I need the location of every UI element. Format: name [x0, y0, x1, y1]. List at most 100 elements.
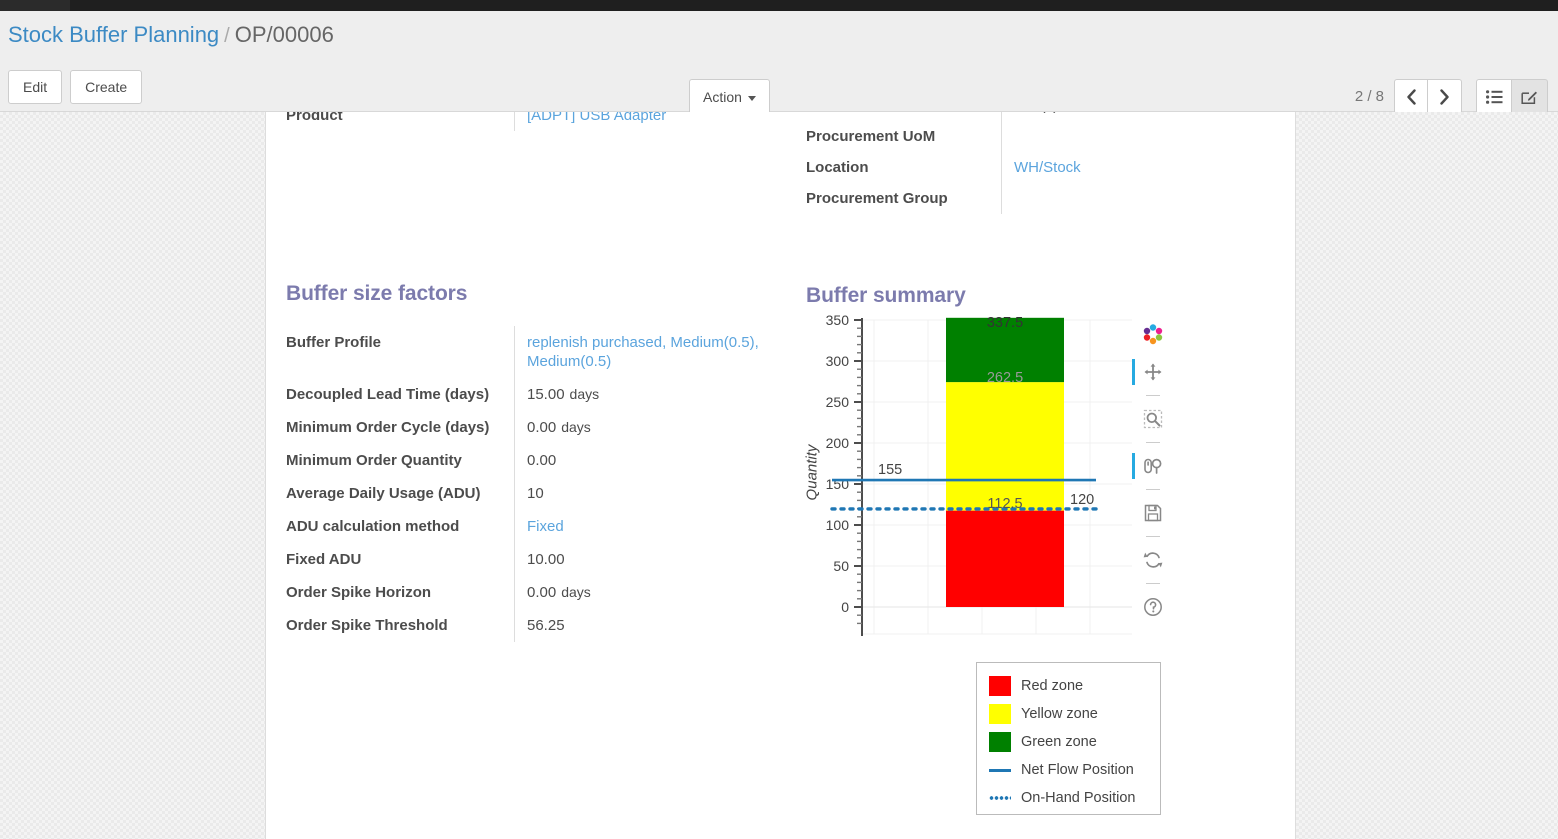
red-zone-swatch-icon	[989, 676, 1011, 696]
field-label-procurement-group: Procurement Group	[806, 190, 948, 207]
pan-tool-icon[interactable]	[1132, 357, 1168, 387]
legend-item-green-zone[interactable]: Green zone	[989, 728, 1148, 756]
buffer-summary-chart[interactable]: Quantity	[803, 314, 1176, 815]
label-fixed-adu: Fixed ADU	[286, 551, 362, 568]
order-spike-horizon-number: 0.00	[527, 584, 557, 601]
value-minimum-order-quantity: 0.00	[514, 444, 786, 477]
field-label-location: Location	[806, 159, 869, 176]
chevron-left-icon	[1406, 88, 1416, 105]
breadcrumb-separator: /	[224, 25, 230, 47]
net-flow-line-icon	[989, 768, 1011, 772]
field-row-procurement-group: Procurement Group	[806, 183, 1276, 214]
bar-label-green-yellow: 262.5	[987, 370, 1023, 386]
pager-next-button[interactable]	[1428, 79, 1462, 114]
field-row-product: Product [ADPT] USB Adapter	[286, 112, 786, 131]
product-link[interactable]: [ADPT] USB Adapter	[527, 112, 667, 124]
table-row: Average Daily Usage (ADU) 10	[286, 477, 786, 510]
field-label-product-uom: Product Unit of Measure	[806, 112, 1001, 121]
legend-item-on-hand-position[interactable]: On-Hand Position	[989, 784, 1148, 812]
form-sheet: Product [ADPT] USB Adapter Product Unit …	[265, 112, 1296, 839]
bar-label-red-top: 112.5	[987, 496, 1022, 512]
location-link[interactable]: WH/Stock	[1014, 159, 1081, 176]
legend-item-red-zone[interactable]: Red zone	[989, 672, 1148, 700]
list-view-icon	[1485, 89, 1502, 104]
wheel-zoom-tool-icon[interactable]	[1132, 451, 1168, 481]
header-field-grid: Product [ADPT] USB Adapter Product Unit …	[266, 112, 1295, 252]
form-view-icon	[1521, 91, 1537, 104]
on-hand-position-label: 120	[1070, 492, 1094, 508]
toolbar-separator	[1146, 489, 1160, 490]
chart-y-major-ticks	[854, 319, 862, 608]
bokeh-logo-icon[interactable]	[1138, 319, 1168, 349]
field-label-procurement-uom: Procurement UoM	[806, 128, 936, 145]
value-order-spike-horizon: 0.00 days	[514, 576, 786, 609]
header-group-right: Product Unit of Measure Unit(s) Procurem…	[806, 112, 1276, 214]
table-row: Order Spike Horizon 0.00 days	[286, 576, 786, 609]
record-actions: Edit Create	[8, 70, 143, 104]
top-navbar	[0, 0, 1558, 11]
bar-label-top: 337.5	[987, 315, 1023, 331]
svg-text:150: 150	[826, 476, 850, 492]
table-row: Minimum Order Cycle (days) 0.00 days	[286, 411, 786, 444]
decoupled-lead-time-unit: days	[569, 386, 600, 402]
green-zone-swatch-icon	[989, 732, 1011, 752]
bar-green-zone	[946, 317, 1064, 383]
label-minimum-order-quantity: Minimum Order Quantity	[286, 452, 462, 469]
field-value-procurement-group	[1001, 183, 1276, 214]
chart-plot-area[interactable]: 350 300 250 200 150 100 50 0	[806, 314, 1146, 639]
toolbar-separator	[1146, 395, 1160, 396]
field-value-product-uom: Unit(s)	[1001, 112, 1276, 121]
table-row: Decoupled Lead Time (days) 15.00 days	[286, 378, 786, 411]
toolbar-separator	[1146, 583, 1160, 584]
action-dropdown-button[interactable]: Action	[689, 79, 770, 115]
adu-calculation-method-link[interactable]: Fixed	[527, 518, 564, 535]
chart-toolbar	[1132, 319, 1170, 630]
svg-text:50: 50	[833, 558, 849, 574]
chevron-down-icon	[747, 95, 756, 101]
value-buffer-profile: replenish purchased, Medium(0.5), Medium…	[514, 326, 786, 378]
svg-text:250: 250	[826, 394, 850, 410]
save-tool-icon[interactable]	[1138, 498, 1168, 528]
chevron-right-icon	[1440, 88, 1449, 105]
breadcrumb-root-link[interactable]: Stock Buffer Planning	[8, 22, 220, 47]
label-decoupled-lead-time: Decoupled Lead Time (days)	[286, 386, 490, 403]
box-zoom-tool-icon[interactable]	[1138, 404, 1168, 434]
net-flow-position-label: 155	[878, 462, 902, 478]
label-average-daily-usage: Average Daily Usage (ADU)	[286, 485, 481, 502]
field-row-procurement-uom: Procurement UoM	[806, 121, 1276, 152]
list-view-button[interactable]	[1476, 79, 1512, 114]
pager-previous-button[interactable]	[1394, 79, 1428, 114]
minimum-order-cycle-unit: days	[561, 419, 591, 435]
pager-counter: 2 / 8	[1354, 88, 1384, 105]
legend-item-yellow-zone[interactable]: Yellow zone	[989, 700, 1148, 728]
label-order-spike-threshold: Order Spike Threshold	[286, 617, 448, 634]
svg-text:350: 350	[826, 314, 850, 328]
legend-item-net-flow-position[interactable]: Net Flow Position	[989, 756, 1148, 784]
header-group-left: Product [ADPT] USB Adapter	[286, 112, 786, 131]
value-average-daily-usage: 10	[514, 477, 786, 510]
form-view-button[interactable]	[1512, 79, 1548, 114]
field-row-product-uom: Product Unit of Measure Unit(s)	[806, 112, 1276, 121]
pager-zone: 2 / 8	[1355, 79, 1548, 114]
navbar-active-app[interactable]	[0, 0, 70, 11]
legend-label-green-zone: Green zone	[1021, 734, 1097, 750]
value-adu-calculation-method: Fixed	[514, 510, 786, 543]
label-order-spike-horizon: Order Spike Horizon	[286, 584, 432, 601]
view-switcher	[1476, 79, 1548, 114]
help-tool-icon[interactable]	[1138, 592, 1168, 622]
edit-button[interactable]: Edit	[8, 70, 63, 104]
legend-label-net-flow-position: Net Flow Position	[1021, 762, 1134, 778]
reset-tool-icon[interactable]	[1138, 545, 1168, 575]
field-value-procurement-uom	[1001, 121, 1276, 152]
table-row: Fixed ADU 10.00	[286, 543, 786, 576]
svg-text:0: 0	[841, 599, 849, 615]
buffer-profile-link[interactable]: replenish purchased, Medium(0.5), Medium…	[527, 334, 759, 370]
decoupled-lead-time-number: 15.00	[527, 386, 565, 403]
value-decoupled-lead-time: 15.00 days	[514, 378, 786, 411]
create-button[interactable]: Create	[70, 70, 143, 104]
value-minimum-order-cycle: 0.00 days	[514, 411, 786, 444]
buffer-summary-title: Buffer summary	[806, 284, 966, 307]
action-dropdown-label: Action	[703, 89, 742, 105]
field-value-location: WH/Stock	[1001, 152, 1276, 183]
buffer-size-factors-title: Buffer size factors	[286, 282, 468, 305]
